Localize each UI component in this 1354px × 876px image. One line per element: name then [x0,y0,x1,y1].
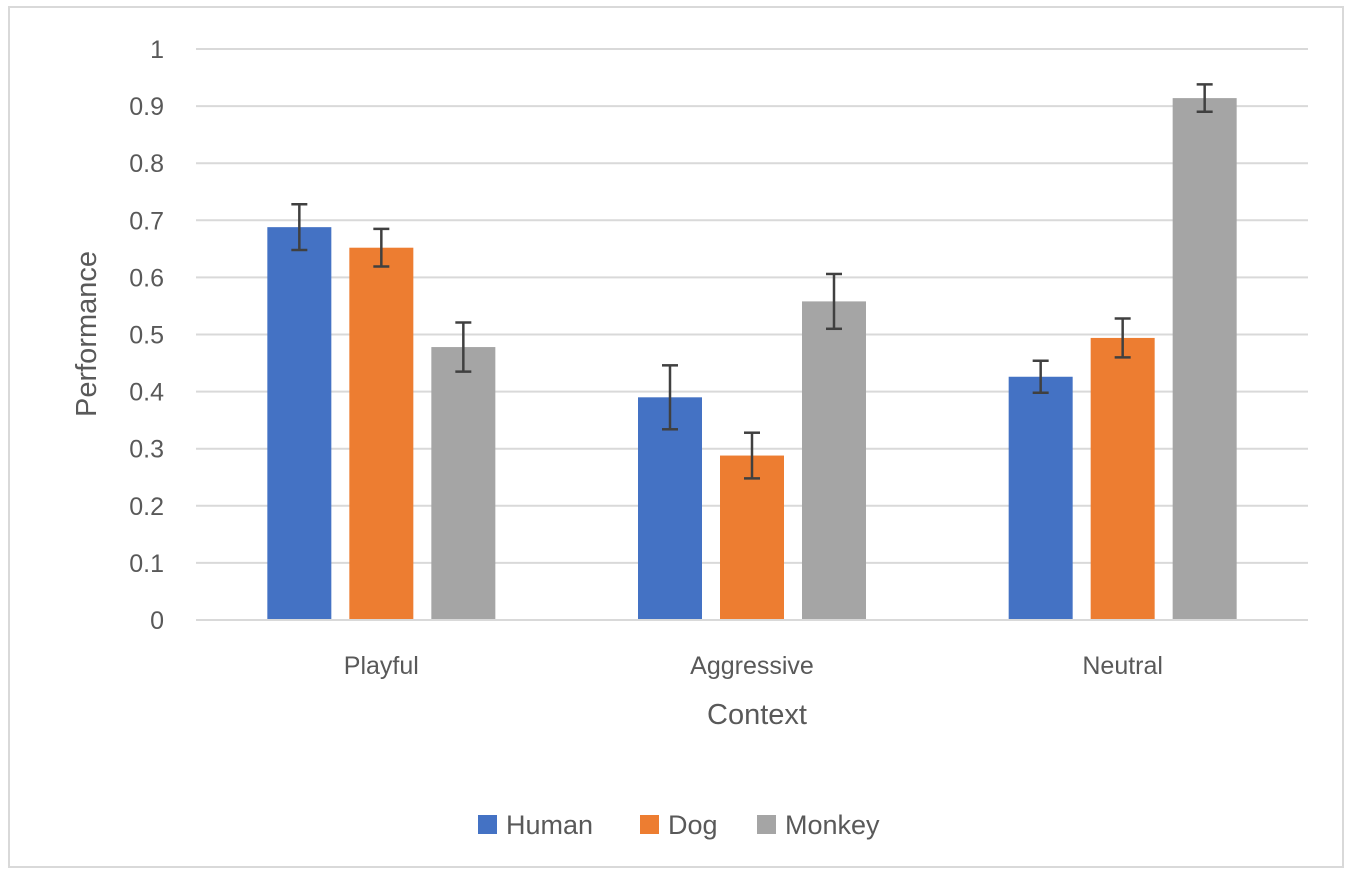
bar-dog-playful [349,247,414,620]
legend-swatch-human [478,815,497,834]
y-tick-label: 0.9 [129,93,164,121]
y-tick-label: 0 [150,607,164,635]
x-axis-title: Context [707,699,807,731]
bar-monkey-neutral [1172,98,1237,620]
y-tick-label: 0.5 [129,322,164,350]
legend-label-human: Human [506,810,593,840]
y-axis-ticks: 0 0.1 0.2 0.3 0.4 0.5 0.6 0.7 0.8 0.9 1 [129,36,164,635]
bar-monkey-aggressive [802,301,866,620]
bar-human-playful [267,227,332,621]
legend-swatch-dog [640,815,659,834]
y-tick-label: 0.1 [129,550,164,578]
y-axis-title: Performance [71,251,103,417]
y-tick-label: 0.7 [129,207,164,235]
bar-human-neutral [1008,376,1073,620]
x-tick-label: Playful [344,652,419,680]
bar-dog-aggressive [720,455,784,620]
legend-label-monkey: Monkey [785,810,880,840]
bar-monkey-playful [431,347,496,620]
y-tick-label: 0.4 [129,379,164,407]
bar-human-aggressive [638,397,702,620]
y-tick-label: 0.3 [129,436,164,464]
legend-swatch-monkey [757,815,776,834]
bars [267,98,1237,621]
legend: Human Dog Monkey [478,810,880,840]
legend-label-dog: Dog [668,810,718,840]
error-bars [291,83,1213,480]
y-tick-label: 1 [150,36,164,64]
y-tick-label: 0.2 [129,493,164,521]
bar-dog-neutral [1090,337,1155,620]
x-tick-label: Neutral [1082,652,1163,680]
x-axis-ticks: Playful Aggressive Neutral [344,652,1163,680]
y-tick-label: 0.6 [129,264,164,292]
x-tick-label: Aggressive [690,652,814,680]
y-tick-label: 0.8 [129,150,164,178]
